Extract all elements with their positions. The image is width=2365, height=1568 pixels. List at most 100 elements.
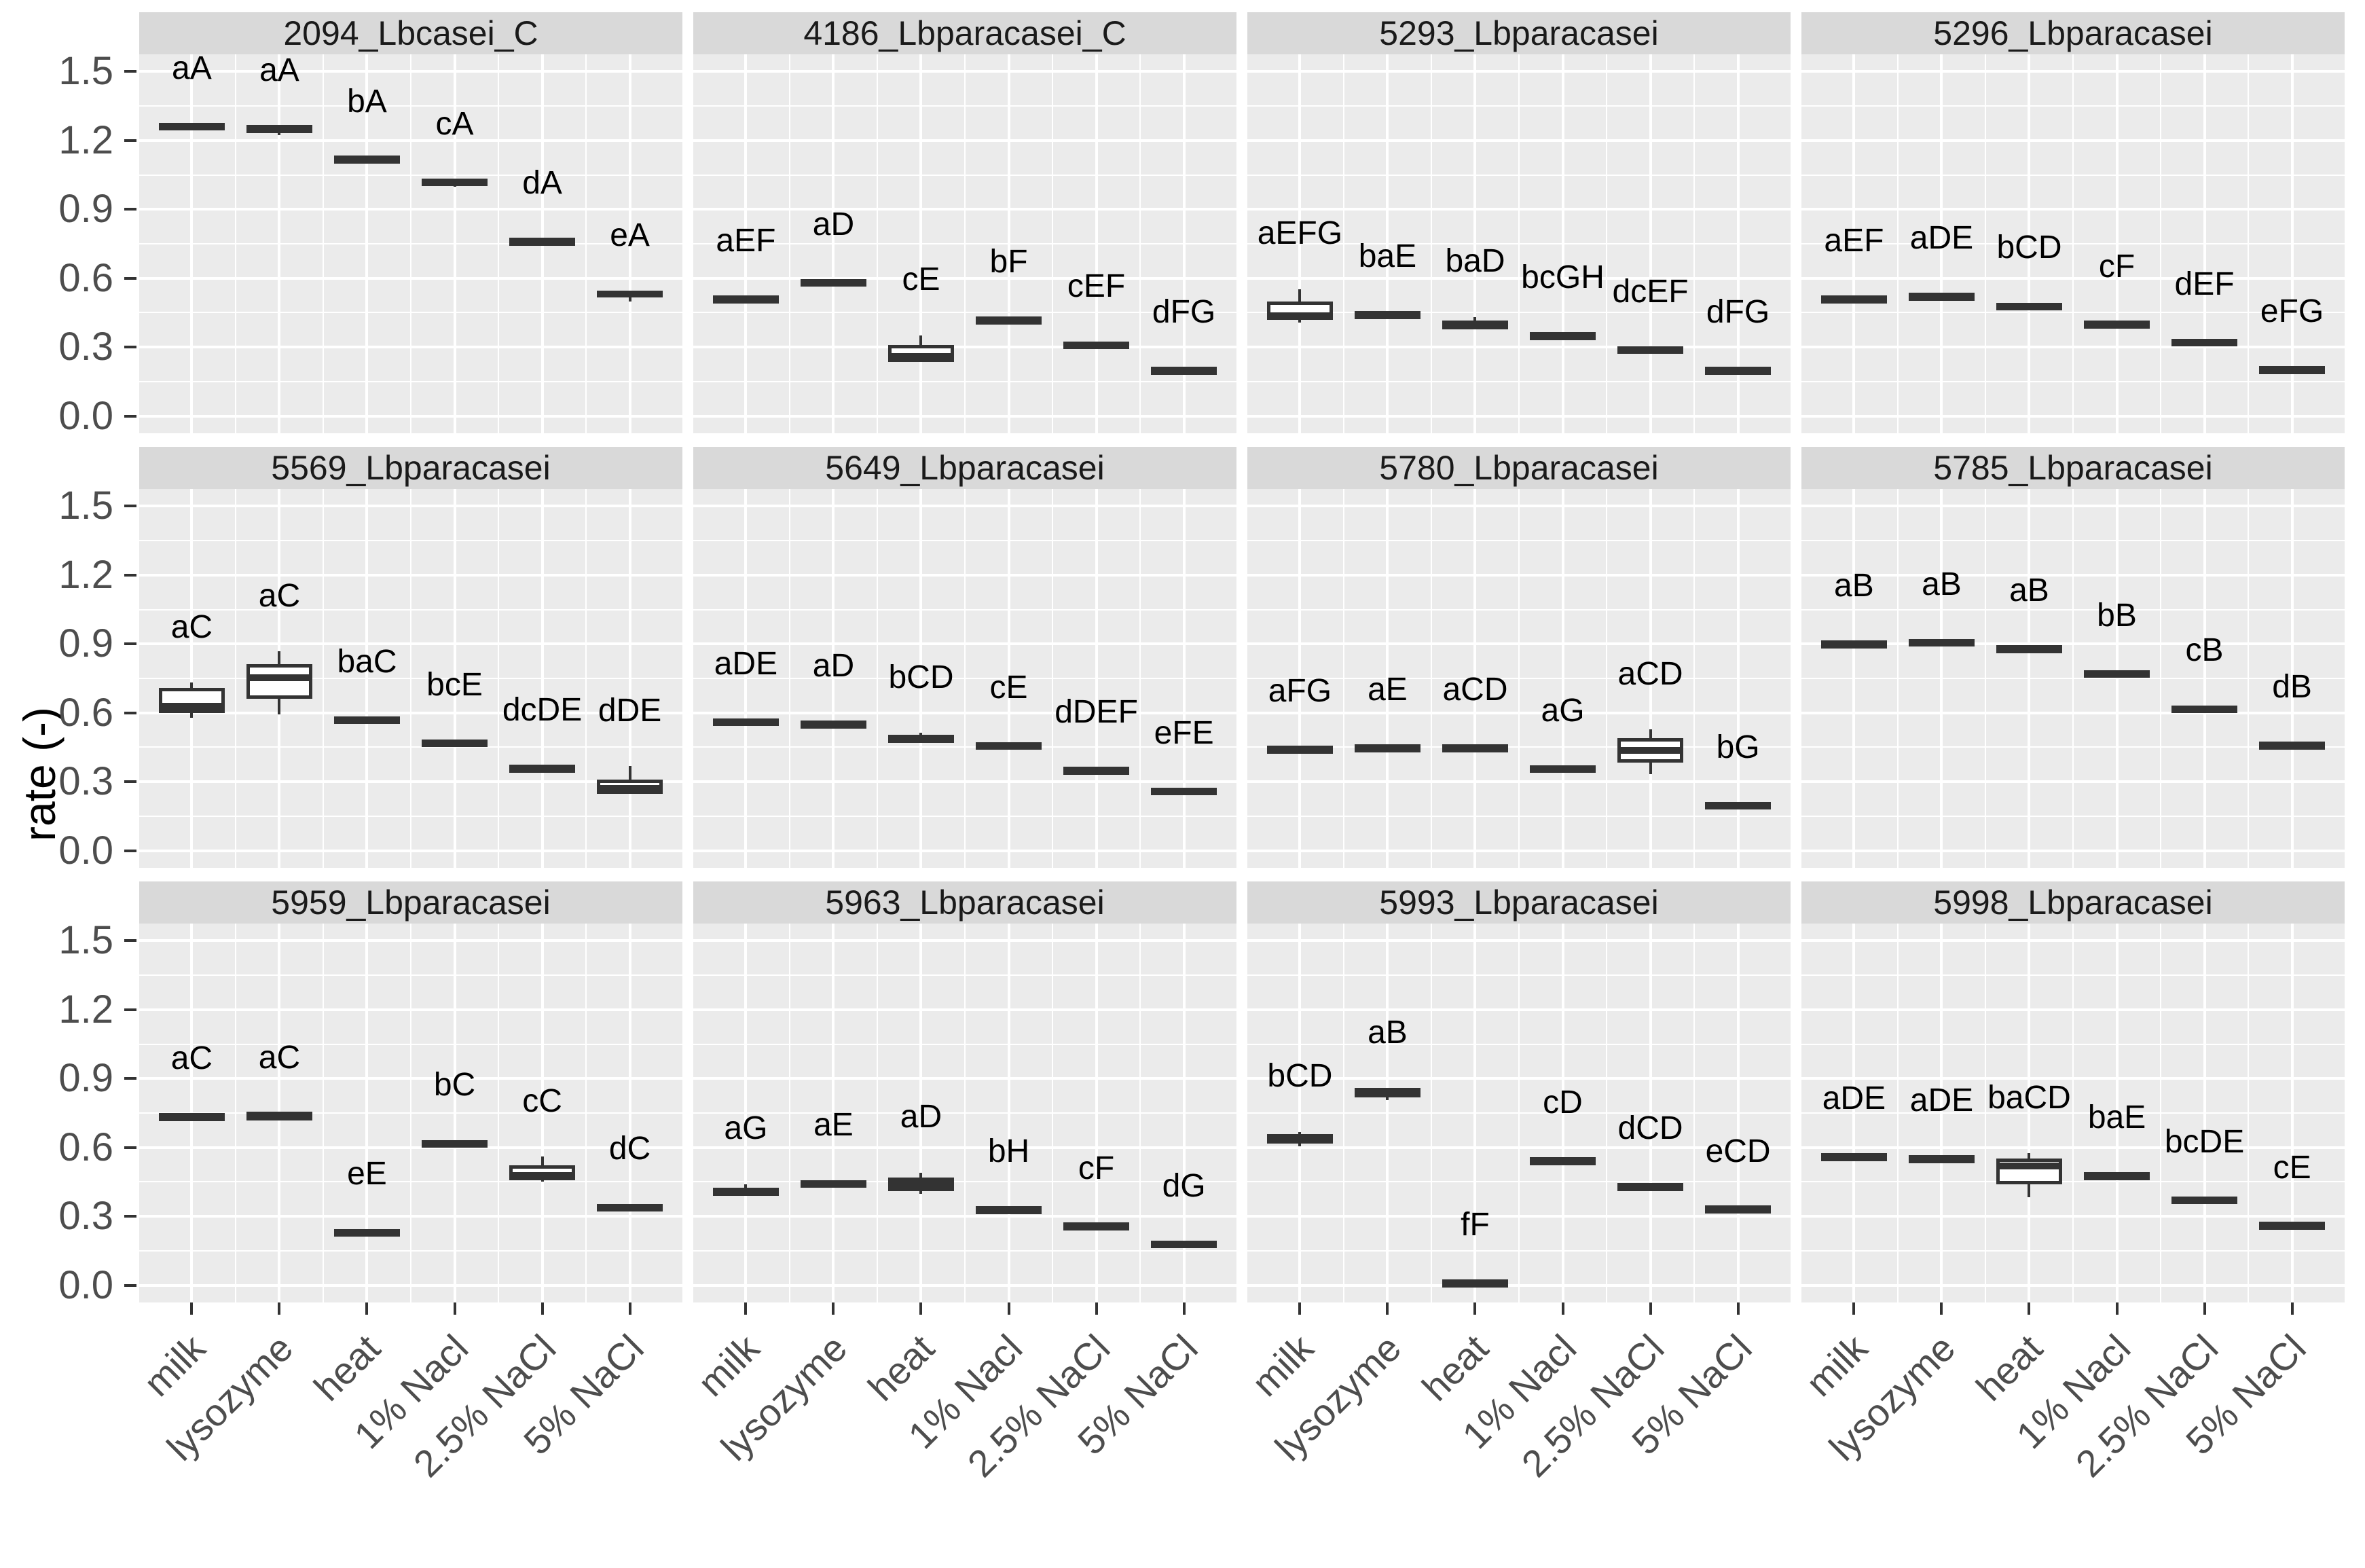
significance-label: cB bbox=[2185, 632, 2224, 669]
gridline-major-y bbox=[693, 1008, 1236, 1011]
significance-label: bB bbox=[2097, 597, 2137, 634]
gridline-major-y bbox=[1801, 939, 2345, 943]
gridline-minor-y bbox=[1801, 380, 2345, 382]
x-tick-mark bbox=[1561, 1302, 1564, 1315]
significance-label: aA bbox=[259, 54, 299, 89]
gridline-minor-y bbox=[693, 1181, 1236, 1183]
gridline-minor-y bbox=[693, 1112, 1236, 1114]
significance-label: baE bbox=[2087, 1099, 2146, 1136]
gridline-major-y bbox=[139, 939, 682, 943]
panel-title: 5785_Lbparacasei bbox=[1933, 449, 2213, 487]
gridline-major-y bbox=[1247, 780, 1791, 784]
boxplot-median bbox=[1442, 1279, 1508, 1287]
gridline-minor-y bbox=[1247, 243, 1791, 244]
y-tick-mark bbox=[124, 1215, 136, 1218]
boxplot-median bbox=[1354, 1091, 1420, 1098]
boxplot-box bbox=[246, 664, 312, 699]
x-tick-mark bbox=[2028, 1302, 2031, 1315]
panel-plot-area: aDE aDE baCD baE bcDE cE bbox=[1801, 924, 2345, 1302]
x-tick-mark bbox=[365, 1302, 369, 1315]
boxplot-median bbox=[800, 720, 866, 727]
gridline-major-y bbox=[693, 346, 1236, 349]
boxplot-median bbox=[2084, 321, 2150, 328]
panel-title: 5296_Lbparacasei bbox=[1933, 14, 2213, 52]
gridline-minor-y bbox=[693, 1250, 1236, 1252]
panel-title: 5993_Lbparacasei bbox=[1379, 883, 1659, 922]
y-tick-mark bbox=[124, 208, 136, 211]
boxplot-median bbox=[2259, 742, 2326, 749]
y-tick-mark bbox=[124, 711, 136, 714]
panel-plot-area: aEF aD cE bF cEF dFG bbox=[693, 54, 1236, 433]
whisker-upper bbox=[540, 1156, 544, 1166]
gridline-minor-y bbox=[1247, 746, 1791, 748]
gridline-minor-y bbox=[1247, 380, 1791, 382]
y-tick-label: 1.5 bbox=[58, 918, 113, 963]
gridline-minor-y bbox=[1801, 974, 2345, 977]
facet-panel: 5993_Lbparacasei bCD aB fF cD dCD eCD bbox=[1247, 881, 1791, 1302]
gridline-major-y bbox=[693, 1215, 1236, 1218]
gridline-major-y bbox=[693, 642, 1236, 646]
x-tick-mark bbox=[2203, 1302, 2206, 1315]
boxplot-median bbox=[597, 1203, 663, 1211]
boxplot-median bbox=[158, 703, 225, 710]
gridline-minor-y bbox=[693, 608, 1236, 610]
boxplot-median bbox=[1442, 744, 1508, 752]
gridline-minor-y bbox=[139, 974, 682, 977]
gridline-minor-y bbox=[139, 1250, 682, 1252]
x-tick-label: milk bbox=[135, 1326, 214, 1405]
x-tick-mark bbox=[919, 1302, 923, 1315]
facet-panel: 5649_Lbparacasei aDE aD bCD cE dDEF eFE bbox=[693, 447, 1236, 868]
y-tick-label: 1.5 bbox=[58, 49, 113, 94]
gridline-major-y bbox=[1801, 573, 2345, 577]
gridline-major-y bbox=[139, 780, 682, 784]
gridline-major-y bbox=[693, 573, 1236, 577]
y-tick-label: 0.9 bbox=[58, 621, 113, 666]
panel-strip: 5993_Lbparacasei bbox=[1247, 881, 1791, 924]
facet-panel: 5959_Lbparacasei aC aC eE bC cC dC bbox=[139, 881, 682, 1302]
panel-title: 4186_Lbparacasei_C bbox=[803, 14, 1126, 52]
gridline-minor-y bbox=[1801, 608, 2345, 610]
y-tick-mark bbox=[124, 139, 136, 142]
panel-title: 5649_Lbparacasei bbox=[825, 449, 1105, 487]
significance-label: dcDE bbox=[502, 692, 583, 729]
y-tick-mark bbox=[124, 70, 136, 73]
gridline-major-y bbox=[693, 70, 1236, 73]
whisker-lower bbox=[919, 1190, 923, 1195]
whisker-lower bbox=[2028, 1184, 2031, 1198]
whisker-upper bbox=[190, 682, 194, 688]
boxplot-median bbox=[2084, 670, 2150, 678]
whisker-upper bbox=[628, 766, 631, 780]
whisker-lower bbox=[278, 699, 281, 715]
gridline-minor-y bbox=[693, 380, 1236, 382]
y-tick-mark bbox=[124, 1283, 136, 1287]
significance-label: baCD bbox=[1987, 1079, 2071, 1116]
significance-label: bCD bbox=[888, 659, 954, 695]
panel-strip: 5998_Lbparacasei bbox=[1801, 881, 2345, 924]
boxplot-median bbox=[333, 156, 400, 163]
boxplot-median bbox=[1617, 346, 1684, 354]
panel-title: 5998_Lbparacasei bbox=[1933, 883, 2213, 922]
whisker-lower bbox=[1649, 763, 1652, 775]
significance-label: bC bbox=[433, 1067, 476, 1104]
gridline-minor-y bbox=[139, 1043, 682, 1045]
significance-label: cF bbox=[2098, 248, 2135, 285]
gridline-major-y bbox=[1247, 505, 1791, 508]
x-tick-mark bbox=[2115, 1302, 2119, 1315]
y-tick-label: 0.0 bbox=[58, 1262, 113, 1307]
whisker-upper bbox=[1298, 1131, 1302, 1135]
gridline-major-y bbox=[139, 849, 682, 852]
boxplot-median bbox=[1996, 1162, 2062, 1169]
panel-strip: 5963_Lbparacasei bbox=[693, 881, 1236, 924]
gridline-major-y bbox=[1247, 711, 1791, 714]
significance-label: dG bbox=[1162, 1167, 1206, 1204]
significance-label: bG bbox=[1716, 729, 1760, 765]
significance-label: aD bbox=[812, 206, 855, 242]
gridline-minor-y bbox=[139, 312, 682, 314]
panel-plot-area: aFG aE aCD aG aCD bG bbox=[1247, 489, 1791, 868]
y-tick-mark bbox=[124, 849, 136, 852]
y-tick-label: 0.3 bbox=[58, 1194, 113, 1239]
gridline-minor-y bbox=[139, 174, 682, 176]
boxplot-median bbox=[246, 1112, 312, 1119]
y-tick-label: 0.3 bbox=[58, 325, 113, 369]
whisker-lower bbox=[190, 713, 194, 718]
